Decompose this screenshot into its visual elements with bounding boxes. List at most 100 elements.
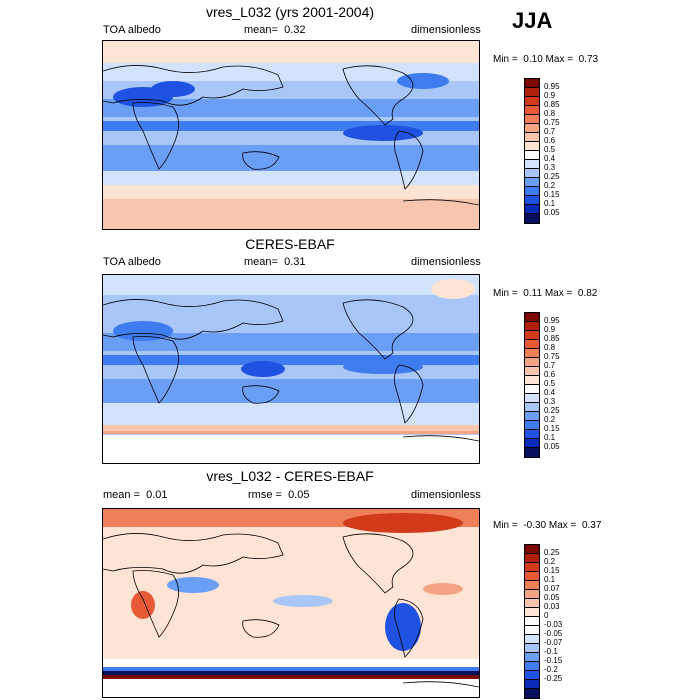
- panel3-colorbar-label: -0.15: [544, 656, 563, 665]
- panel2-maritime: [241, 361, 285, 377]
- panel2-colorbar-label: 0.3: [544, 397, 556, 406]
- panel1-colorbar-label: 0.15: [544, 190, 560, 199]
- panel1-min-value: 0.10: [523, 54, 543, 65]
- panel2-colorbar-label: 0.2: [544, 415, 556, 424]
- panel2-ice-edge: [103, 425, 479, 431]
- panel2-coast-africa: [132, 336, 179, 404]
- panel1-southern-ocean: [103, 185, 479, 199]
- panel2-colorbar-label: 0.7: [544, 361, 556, 370]
- panel2-colorbar-label: 0.15: [544, 424, 560, 433]
- panel1-units: dimensionless: [411, 24, 481, 36]
- panel3-min-label: Min =: [493, 520, 518, 531]
- panel2-colorbar-label: 0.5: [544, 379, 556, 388]
- panel1-colorbar-label: 0.1: [544, 199, 556, 208]
- panel3-colorbar-label: -0.07: [544, 638, 563, 647]
- panel3-colorbar-label: 0.1: [544, 575, 556, 584]
- panel2-coastlines: [103, 299, 479, 442]
- panel2-map-svg: [103, 275, 479, 463]
- panel3-blue-patch1: [167, 577, 219, 593]
- panel3-map-svg: [103, 509, 479, 697]
- panel1-arabia: [151, 81, 195, 97]
- panel3-rmse: rmse = 0.05: [248, 489, 309, 501]
- panel1-coast-antarctica: [402, 199, 479, 206]
- panel2-subtropic-s: [103, 379, 479, 403]
- panel1-title: vres_L032 (yrs 2001-2004): [205, 4, 375, 20]
- panel1-n-pacific: [397, 73, 449, 89]
- panel3-colorbar-box: [524, 688, 540, 699]
- panel3-minmax: Min = -0.30 Max = 0.37: [493, 520, 601, 531]
- panel3-atlantic-red: [423, 583, 463, 595]
- panel1-colorbar-label: 0.7: [544, 127, 556, 136]
- panel1-colorbar-label: 0.75: [544, 118, 560, 127]
- panel2-greenland: [431, 279, 475, 299]
- panel3-s-america-blue: [385, 603, 421, 651]
- panel1-colorbar-label: 0.6: [544, 136, 556, 145]
- panel3-min-value: -0.30: [523, 520, 547, 531]
- panel1-colorbar-label: 0.5: [544, 145, 556, 154]
- panel1-subtropic-n: [103, 99, 479, 117]
- panel3-coast-eurasia: [103, 533, 284, 574]
- panel2-itcz: [103, 355, 479, 365]
- panel3-antarctica: [103, 679, 479, 697]
- panel3-coast-australia: [242, 619, 280, 638]
- panel2-antarctica: [103, 435, 479, 463]
- panel2-ocean-bg: [103, 275, 479, 463]
- panel3-colorbar-label: -0.1: [544, 647, 558, 656]
- panel1-colorbar-label: 0.8: [544, 109, 556, 118]
- panel1-coast-australia: [242, 151, 280, 170]
- panel1-max-value: 0.73: [578, 54, 599, 65]
- panel2-colorbar-label: 0.4: [544, 388, 556, 397]
- panel1-colorbar-label: 0.05: [544, 208, 560, 217]
- panel3-colorbar-label: 0.15: [544, 566, 560, 575]
- panel1-mean-label: mean=: [244, 24, 278, 36]
- panel1-colorbar-label: 0.3: [544, 163, 556, 172]
- panel3-navy-band: [103, 671, 479, 675]
- panel3-blue-patch2: [273, 595, 333, 607]
- panel3-units: dimensionless: [411, 489, 481, 501]
- panel3-colorbar-label: -0.05: [544, 629, 563, 638]
- panel3-rmse-value: 0.05: [288, 489, 310, 501]
- panel2-colorbar-label: 0.85: [544, 334, 560, 343]
- panel3-coastlines: [103, 533, 479, 688]
- panel2-colorbar-label: 0.6: [544, 370, 556, 379]
- panel1-colorbar-label: 0.25: [544, 172, 560, 181]
- panel2-mean-label: mean=: [244, 256, 278, 268]
- panel3-colorbar-label: 0.2: [544, 557, 556, 566]
- panel1-colorbar-box: [524, 213, 540, 224]
- panel3-colorbar-label: 0.07: [544, 584, 560, 593]
- panel2-colorbar-label: 0.8: [544, 343, 556, 352]
- panel1-coast-eurasia: [103, 65, 284, 106]
- panel3-max-label: Max =: [548, 520, 577, 531]
- panel3-coast-antarctica: [402, 681, 479, 688]
- panel3-colorbar-label: 0.03: [544, 602, 560, 611]
- panel3-colorbar-label: -0.03: [544, 620, 563, 629]
- panel1-pacific-dark: [343, 125, 423, 141]
- panel2-colorbar-label: 0.25: [544, 406, 560, 415]
- panel2-colorbar-label: 0.05: [544, 442, 560, 451]
- panel2-colorbar-label: 0.75: [544, 352, 560, 361]
- panel2-coast-australia: [242, 385, 280, 404]
- panel3-title: vres_L032 - CERES-EBAF: [206, 468, 374, 484]
- panel3-mean-label: mean =: [103, 489, 140, 501]
- panel2-coast-n-america: [342, 299, 414, 360]
- panel1-colorbar-label: 0.2: [544, 181, 556, 190]
- panel1-colorbar-label: 0.4: [544, 154, 556, 163]
- panel2-minmax: Min = 0.11 Max = 0.82: [493, 288, 597, 299]
- panel2-max-value: 0.82: [577, 288, 598, 299]
- panel1-antarctica: [103, 199, 479, 229]
- panel1-coast-s-america: [394, 130, 424, 190]
- panel2-min-label: Min =: [493, 288, 518, 299]
- panel3-map: [102, 508, 480, 698]
- panel2-pacific-dark: [343, 360, 423, 374]
- panel3-max-value: 0.37: [581, 520, 602, 531]
- panel3-colorbar-label: -0.25: [544, 674, 563, 683]
- panel3-coast-africa: [132, 570, 179, 638]
- panel2-colorbar-box: [524, 447, 540, 458]
- panel2-colorbar-label: 0.1: [544, 433, 556, 442]
- panel1-coast-africa: [132, 102, 179, 170]
- panel3-coast-s-america: [394, 598, 424, 658]
- panel3-colorbar-label: 0.05: [544, 593, 560, 602]
- panel3-colorbar-label: 0.25: [544, 548, 560, 557]
- panel2-units: dimensionless: [411, 256, 481, 268]
- panel2-mean: mean= 0.31: [244, 256, 306, 268]
